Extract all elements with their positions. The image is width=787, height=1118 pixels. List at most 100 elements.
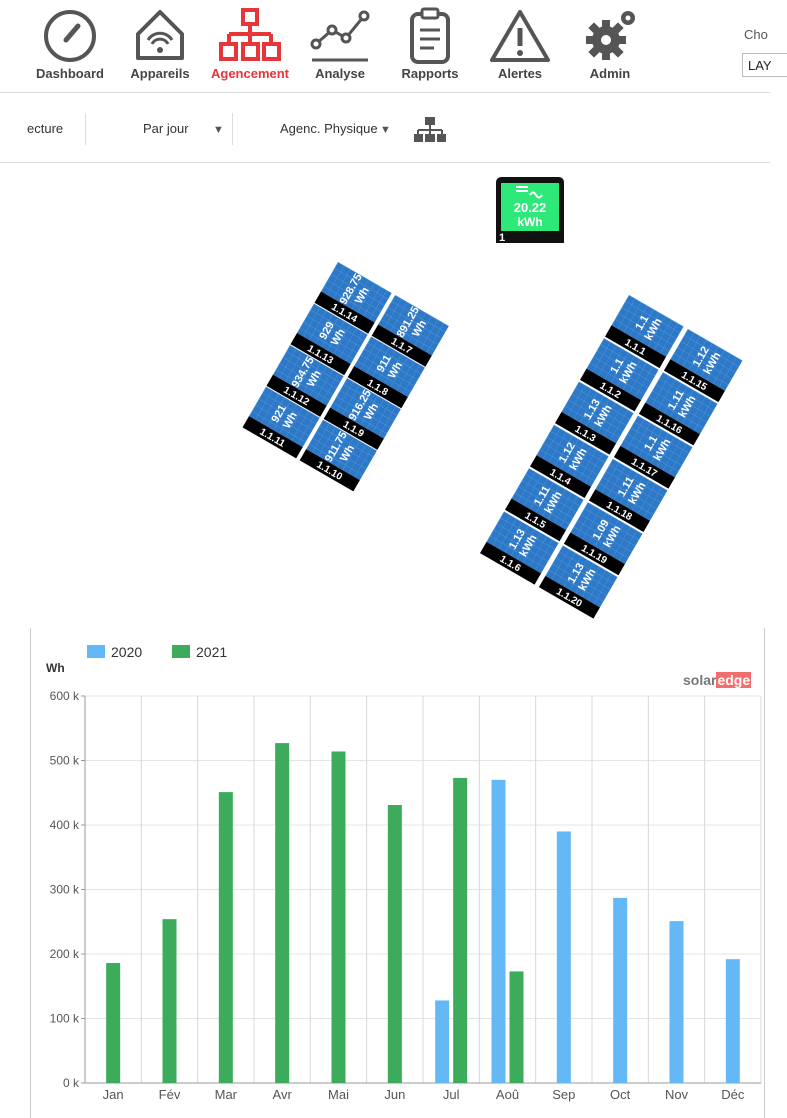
inverter-block[interactable]: 20.22 kWh 1 (496, 177, 564, 244)
inverter-index: 1 (499, 232, 505, 244)
legend-swatch[interactable] (172, 645, 190, 658)
site-chooser-label: Cho (744, 27, 768, 42)
panel-group-west: 1.1.14928.75Wh1.1.7891.25Wh1.1.13929Wh1.… (242, 262, 449, 492)
bar-2021-Aoû[interactable] (509, 971, 524, 1083)
nav-label: Rapports (401, 66, 459, 81)
x-tick-label: Nov (665, 1087, 689, 1102)
y-tick-label: 400 k (50, 818, 80, 832)
toolbar-separator (232, 113, 233, 145)
layout-select[interactable]: LAY (742, 53, 787, 77)
y-tick-label: 0 k (63, 1076, 80, 1090)
legend-label[interactable]: 2020 (111, 644, 142, 660)
x-tick-label: Mai (328, 1087, 349, 1102)
period-dropdown-icon[interactable]: ▼ (213, 124, 224, 136)
bar-2021-Jun[interactable] (387, 805, 402, 1083)
x-tick-label: Avr (273, 1087, 293, 1102)
bar-2020-Jul[interactable] (435, 1000, 450, 1083)
nav-divider (0, 92, 770, 93)
x-tick-label: Jun (384, 1087, 405, 1102)
legend-label[interactable]: 2021 (196, 644, 227, 660)
bar-2020-Nov[interactable] (669, 921, 684, 1083)
org-chart-icon[interactable] (413, 116, 447, 144)
bar-2021-Fév[interactable] (162, 919, 177, 1083)
nav-admin[interactable]: Admin (565, 0, 655, 92)
bar-2020-Déc[interactable] (725, 959, 740, 1083)
gears-icon (586, 11, 635, 60)
toolbar-divider (0, 162, 770, 163)
y-tick-label: 600 k (50, 689, 80, 703)
nav-label: Appareils (130, 66, 190, 81)
bar-2021-Jul[interactable] (453, 777, 468, 1083)
bar-2021-Mar[interactable] (218, 792, 233, 1083)
nav-dashboard[interactable]: Dashboard (25, 0, 115, 92)
bar-2020-Aoû[interactable] (491, 779, 506, 1083)
main-navigation: Dashboard Appareils Agencement Anal (0, 0, 787, 92)
layout-mode-select[interactable]: Agenc. Physique (280, 121, 378, 136)
nav-label: Dashboard (36, 66, 104, 81)
x-tick-label: Aoû (496, 1087, 519, 1102)
x-tick-label: Mar (215, 1087, 238, 1102)
gauge-icon (44, 10, 96, 62)
clipboard-icon (410, 7, 450, 64)
energy-chart-panel: 2020 2021 Wh 0 k 100 k 200 k 300 k 400 k 500 k 60… (30, 628, 765, 1118)
inverter-icon (516, 186, 543, 199)
period-select[interactable]: Par jour (143, 121, 189, 136)
physical-layout-canvas: 20.22 kWh 1 1.1.14928.75Wh1.1.7891.25Wh1… (242, 177, 743, 619)
layout-mode-dropdown-icon[interactable]: ▼ (380, 124, 391, 136)
x-tick-label: Fév (159, 1087, 181, 1102)
x-tick-label: Sep (552, 1087, 575, 1102)
y-tick-label: 200 k (50, 947, 80, 961)
legend-swatch[interactable] (87, 645, 105, 658)
view-selector[interactable]: ecture (27, 121, 64, 136)
x-tick-label: Oct (610, 1087, 631, 1102)
nav-label: Analyse (315, 66, 365, 81)
nav-alertes[interactable]: Alertes (475, 0, 565, 92)
x-tick-label: Jul (443, 1087, 460, 1102)
bar-2021-Jan[interactable] (106, 963, 121, 1083)
x-tick-label: Jan (103, 1087, 124, 1102)
monthly-energy-chart: 2020 2021 Wh 0 k 100 k 200 k 300 k 400 k 500 k 60… (46, 644, 762, 1102)
bar-2020-Oct[interactable] (613, 897, 628, 1083)
y-axis-label: Wh (46, 661, 65, 675)
bar-2021-Mai[interactable] (331, 751, 346, 1083)
inverter-energy-unit: kWh (517, 215, 542, 229)
bar-2020-Sep[interactable] (556, 831, 571, 1083)
bar-2021-Avr[interactable] (275, 743, 290, 1083)
solaredge-logo: solaredge (683, 672, 752, 688)
inverter-energy-value: 20.22 (514, 200, 547, 215)
y-tick-label: 100 k (50, 1012, 80, 1026)
line-graph-icon (310, 10, 370, 62)
warning-triangle-icon (490, 10, 550, 62)
y-tick-label: 500 k (50, 754, 80, 768)
panel-group-east: 1.1.11.1kWh1.1.151.12kWh1.1.21.1kWh1.1.1… (480, 295, 743, 619)
nav-appareils[interactable]: Appareils (115, 0, 205, 92)
x-tick-label: Déc (721, 1087, 745, 1102)
nav-rapports[interactable]: Rapports (385, 0, 475, 92)
house-wifi-icon (136, 10, 184, 60)
nav-analyse[interactable]: Analyse (295, 0, 385, 92)
y-tick-label: 300 k (50, 883, 80, 897)
nav-label: Alertes (497, 66, 543, 81)
hierarchy-icon (219, 8, 281, 61)
toolbar-separator (85, 113, 86, 145)
nav-label: Agencement (210, 66, 290, 81)
nav-agencement[interactable]: Agencement (205, 0, 295, 92)
